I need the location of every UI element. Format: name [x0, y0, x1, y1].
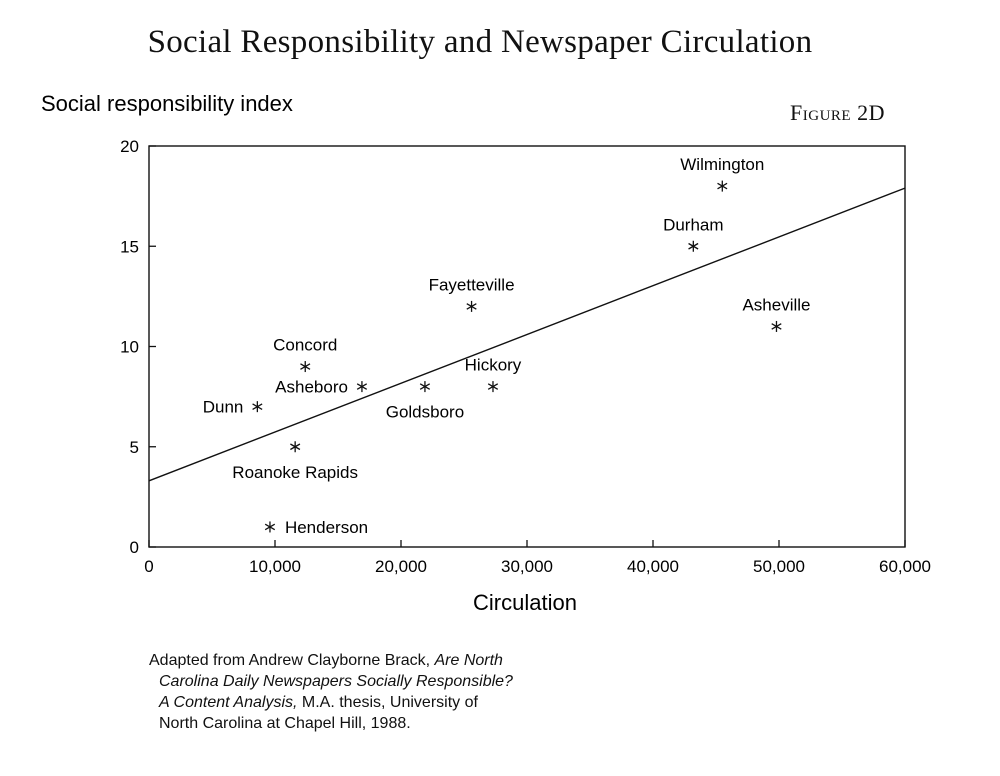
- point-label: Asheboro: [275, 378, 348, 397]
- marker-stroke: [356, 383, 368, 390]
- asterisk-marker: [487, 381, 499, 393]
- caption-book-title: Carolina Daily Newspapers Socially Respo…: [159, 673, 513, 690]
- y-tick-label: 10: [120, 338, 139, 357]
- x-tick-label: 40,000: [627, 557, 679, 576]
- point-label: Hickory: [465, 356, 522, 375]
- point-label: Dunn: [203, 398, 244, 417]
- point-label: Asheville: [742, 295, 810, 314]
- point-label: Concord: [273, 336, 337, 355]
- plot-frame: [148, 145, 906, 548]
- asterisk-marker: [419, 381, 431, 393]
- x-tick-label: 20,000: [375, 557, 427, 576]
- caption-line-4: North Carolina at Chapel Hill, 1988.: [149, 713, 513, 734]
- y-tick-label: 0: [130, 538, 139, 557]
- source-caption: Adapted from Andrew Clayborne Brack, Are…: [149, 650, 513, 734]
- data-points: [252, 180, 782, 533]
- asterisk-marker: [290, 441, 301, 453]
- x-tick-label: 0: [144, 557, 153, 576]
- y-axis: 0 5 10 15 20: [120, 137, 156, 557]
- y-axis-label: Social responsibility index: [41, 91, 293, 116]
- x-tick-label: 30,000: [501, 557, 553, 576]
- caption-book-title: Are North: [434, 652, 503, 669]
- marker-stroke: [300, 363, 311, 370]
- asterisk-marker: [252, 401, 263, 413]
- asterisk-marker: [688, 240, 699, 252]
- y-tick-label: 15: [120, 237, 139, 256]
- chart-title: Social Responsibility and Newspaper Circ…: [147, 24, 813, 60]
- point-label: Roanoke Rapids: [232, 463, 358, 482]
- point-label: Henderson: [285, 518, 368, 537]
- x-tick-label: 60,000: [879, 557, 931, 576]
- marker-stroke: [771, 323, 782, 330]
- point-label: Fayetteville: [429, 275, 515, 294]
- point-label: Wilmington: [680, 155, 764, 174]
- caption-line-1: Adapted from Andrew Clayborne Brack, Are…: [149, 650, 513, 671]
- scatter-chart: 0 5 10 15 20 0 10,000 20,000 30,000 40,000 50,000…: [41, 91, 931, 615]
- marker-stroke: [487, 383, 499, 390]
- x-axis-label: Circulation: [473, 590, 577, 615]
- marker-stroke: [290, 443, 301, 451]
- caption-text: North Carolina at Chapel Hill, 1988.: [159, 715, 411, 732]
- point-label: Goldsboro: [386, 403, 464, 422]
- x-tick-label: 50,000: [753, 557, 805, 576]
- marker-stroke: [717, 182, 728, 190]
- y-tick-label: 20: [120, 137, 139, 156]
- asterisk-marker: [264, 521, 276, 533]
- asterisk-marker: [717, 180, 728, 192]
- asterisk-marker: [771, 320, 782, 332]
- y-tick-label: 5: [130, 438, 139, 457]
- asterisk-marker: [356, 381, 368, 393]
- marker-stroke: [466, 303, 477, 310]
- marker-stroke: [264, 523, 276, 531]
- caption-line-3: A Content Analysis, M.A. thesis, Univers…: [149, 692, 513, 713]
- point-label: Durham: [663, 215, 723, 234]
- marker-stroke: [252, 403, 263, 410]
- marker-stroke: [419, 383, 431, 390]
- figure-label: Figure 2D: [790, 100, 885, 125]
- plot-frame-border: [148, 145, 906, 548]
- marker-stroke: [688, 242, 699, 250]
- caption-text: M.A. thesis, University of: [297, 694, 478, 711]
- asterisk-marker: [300, 361, 311, 373]
- x-axis: 0 10,000 20,000 30,000 40,000 50,000 60,000: [144, 540, 931, 576]
- trendline-group: [148, 187, 906, 482]
- x-tick-label: 10,000: [249, 557, 301, 576]
- caption-text: Adapted from Andrew Clayborne Brack,: [149, 652, 435, 669]
- caption-book-title: A Content Analysis,: [159, 694, 298, 711]
- asterisk-marker: [466, 300, 477, 312]
- point-labels: Wilmington Durham Fayetteville Asheville Con…: [203, 155, 811, 537]
- caption-line-2: Carolina Daily Newspapers Socially Respo…: [149, 671, 513, 692]
- regression-line: [148, 187, 906, 482]
